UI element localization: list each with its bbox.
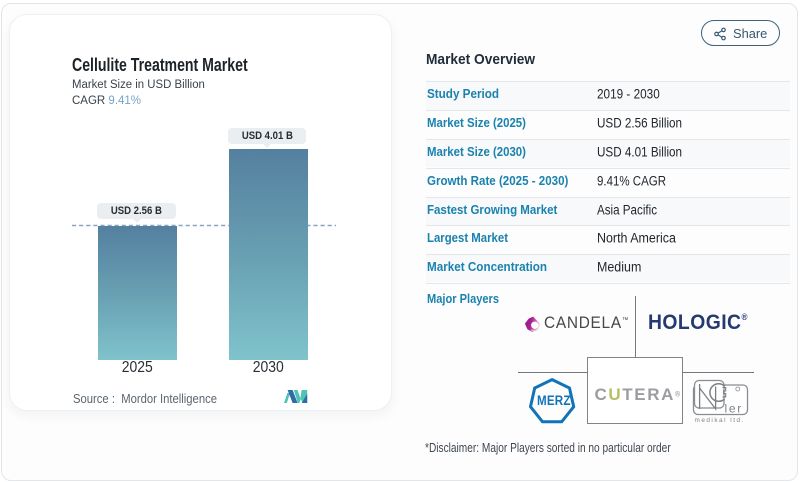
svg-text:medikal ltd.: medikal ltd. <box>695 417 745 424</box>
svg-text:ler: ler <box>725 402 743 416</box>
